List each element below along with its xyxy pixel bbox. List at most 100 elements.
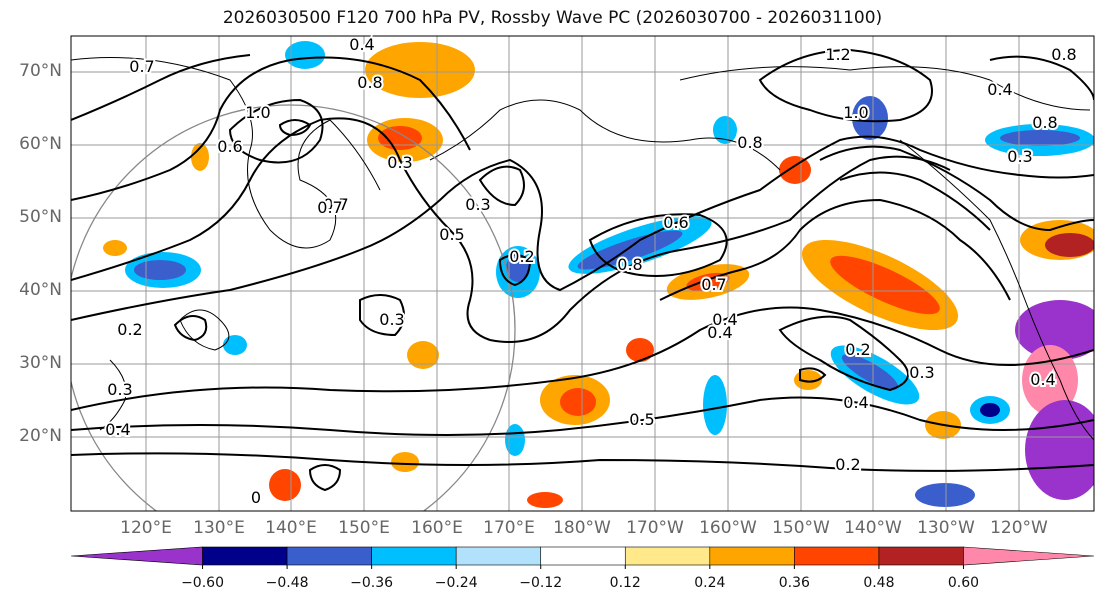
contour-line	[308, 464, 342, 492]
contour-label-halo: 0.4	[843, 393, 868, 412]
map-frame	[70, 35, 1095, 512]
contour-line	[839, 171, 991, 231]
longitude-tick-label: 140°E	[265, 518, 317, 538]
contour-label: 0.5	[439, 225, 464, 244]
contour-label: 0.4	[987, 80, 1012, 99]
contour-labels: 0.40.40.80.80.70.71.01.00.60.60.70.70.50…	[103, 33, 1078, 509]
contour-label: 0.3	[465, 195, 490, 214]
colorbar-bin	[878, 546, 964, 566]
colorbar	[70, 546, 1095, 569]
contour-label: 0.2	[509, 247, 534, 266]
positive-anomaly	[779, 156, 811, 184]
negative-anomaly	[134, 260, 186, 280]
positive-anomaly	[365, 42, 475, 98]
latitude-tick-label: 60°N	[19, 134, 62, 154]
graticule	[71, 36, 1094, 511]
contour-label: 0.4	[349, 35, 374, 54]
colorbar-tick-label: −0.48	[265, 575, 309, 591]
pv-anomaly-shading	[103, 41, 1094, 508]
longitude-tick-label: 170°W	[626, 518, 684, 538]
contour-label-halo: 1.0	[843, 103, 868, 122]
contour-label: 1.2	[825, 45, 850, 64]
positive-anomaly	[378, 126, 422, 150]
contour-label: 0.4	[843, 393, 868, 412]
contour-line	[359, 294, 405, 337]
contour-line	[71, 396, 1094, 436]
contour-label: 0.2	[117, 320, 142, 339]
colorbar-tick-label: 0.60	[947, 575, 980, 591]
contour-label: 0.2	[845, 340, 870, 359]
contour-line	[173, 315, 208, 342]
longitude-tick-label: 120°E	[120, 518, 172, 538]
contour-label-halo: 0.7	[317, 198, 342, 217]
negative-anomaly	[505, 424, 525, 456]
longitude-tick-label: 130°E	[193, 518, 245, 538]
contour-label-halo: 0.8	[617, 255, 642, 274]
longitude-tick-label: 160°E	[411, 518, 463, 538]
contour-label-halo: 0.8	[1032, 113, 1057, 132]
colorbar-tick-label: 0.48	[863, 575, 895, 591]
contour-label-halo: 0.2	[845, 340, 870, 359]
contour-line	[659, 198, 1011, 301]
contour-label: 0.3	[379, 310, 404, 329]
contour-label: 1.0	[245, 103, 270, 122]
contour-label-halo: 1.2	[825, 45, 850, 64]
contour-line	[758, 48, 933, 123]
contour-label-halo: 0.3	[387, 153, 412, 172]
negative-anomaly	[1015, 300, 1094, 360]
contour-label-halo: 0.3	[1007, 147, 1032, 166]
longitude-tick-label: 150°E	[338, 518, 390, 538]
contour-label-halo: 0.8	[737, 133, 762, 152]
contour-label: 0.2	[835, 455, 860, 474]
positive-anomaly	[407, 341, 439, 369]
contour-label: 0.7	[701, 275, 726, 294]
contour-line	[71, 135, 1094, 321]
colorbar-bin	[963, 546, 1095, 566]
contour-label-halo: 0.4	[105, 420, 130, 439]
longitude-tick-label: 150°W	[772, 518, 830, 538]
contour-label-halo: 0.7	[129, 57, 154, 76]
negative-anomaly	[285, 41, 325, 69]
contour-line	[498, 254, 532, 287]
positive-anomaly	[830, 255, 940, 315]
latitude-tick-label: 40°N	[19, 280, 62, 300]
contour-label: 0	[251, 488, 261, 507]
positive-anomaly	[1045, 233, 1094, 257]
contour-line	[778, 315, 909, 392]
contour-label-halo: 0.8	[1051, 45, 1076, 64]
longitude-tick-label: 130°W	[917, 518, 975, 538]
negative-anomaly	[980, 403, 1000, 417]
colorbar-bin	[202, 546, 288, 566]
contour-label-halo: 0.5	[629, 410, 654, 429]
contour-line	[71, 56, 471, 201]
contour-label: 0.8	[617, 255, 642, 274]
positive-anomaly	[686, 272, 730, 292]
contour-line	[71, 452, 1094, 472]
contour-label-halo: 0.3	[379, 310, 404, 329]
longitude-tick-label: 160°W	[699, 518, 757, 538]
contour-label-halo: 0	[251, 488, 261, 507]
contour-label-halo: 0.6	[217, 137, 242, 156]
reference-circle	[71, 104, 516, 511]
contour-line	[71, 117, 951, 343]
latitude-tick-label: 20°N	[19, 426, 62, 446]
contour-label: 0.3	[909, 363, 934, 382]
contour-label: 0.8	[1051, 45, 1076, 64]
coastline	[679, 66, 1091, 111]
contour-line	[71, 54, 251, 121]
coastline	[429, 99, 781, 171]
positive-anomaly	[626, 338, 654, 362]
pv-contours	[71, 48, 1094, 492]
contour-label: 0.3	[1007, 147, 1032, 166]
contour-label-halo: 0.2	[117, 320, 142, 339]
contour-label: 0.3	[107, 380, 132, 399]
contour-label-halo: 0.8	[357, 73, 382, 92]
contour-label: 0.6	[663, 213, 688, 232]
colorbar-bin	[794, 546, 880, 566]
positive-anomaly	[191, 143, 209, 171]
positive-anomaly	[391, 452, 419, 472]
positive-anomaly	[560, 388, 596, 416]
negative-anomaly	[713, 116, 737, 144]
colorbar-tick-label: −0.36	[350, 575, 394, 591]
contour-line	[278, 119, 312, 137]
